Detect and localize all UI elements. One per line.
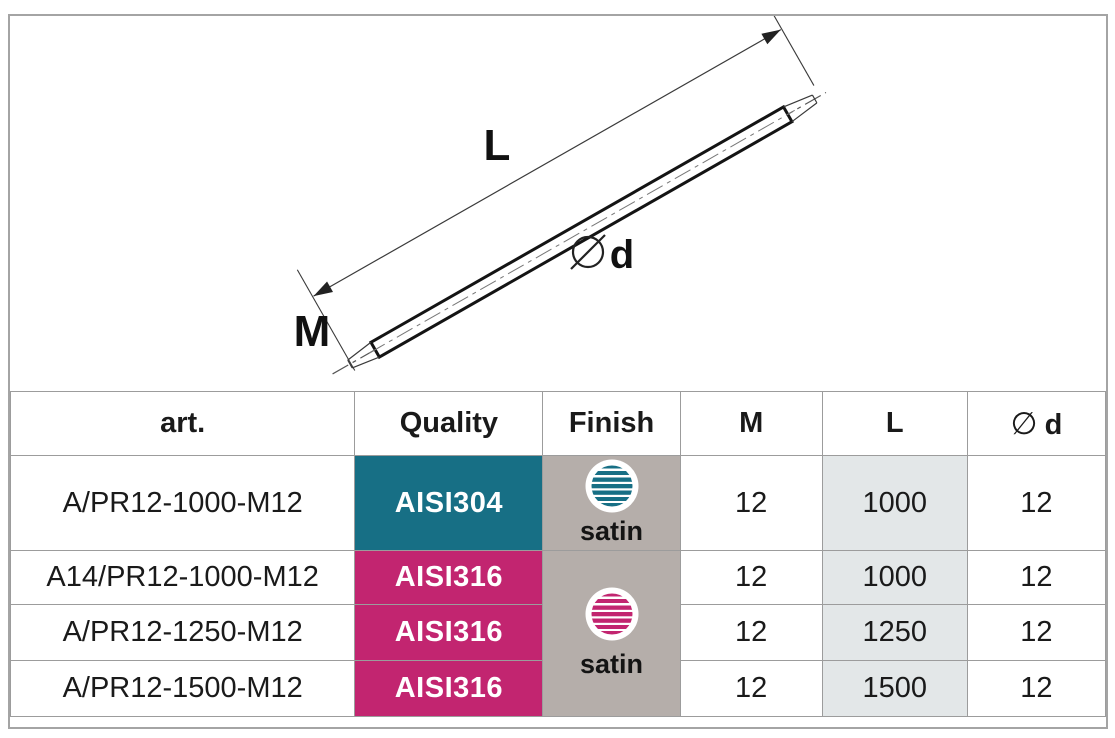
column-header-art: art. [9,391,356,456]
diameter-symbol: ∅ [1010,405,1038,442]
rod-left-tip [347,341,380,369]
arrowhead-left [313,281,334,297]
thread-size-label: M [294,307,331,356]
m-value: 12 [679,550,823,605]
quality-badge: AISI316 [354,660,544,717]
column-header-finish: Finish [542,391,681,456]
length-label: L [484,121,511,170]
column-header-l: L [821,391,968,456]
column-header-d: ∅ d [966,391,1107,456]
satin-label: satin [580,649,644,679]
art-cell: A/PR12-1500-M12 [9,660,356,717]
d-value: 12 [966,550,1107,605]
satin-label: satin [580,516,644,546]
rod-body [368,104,794,360]
column-header-quality: Quality [354,391,544,456]
d-value: 12 [966,604,1107,661]
diameter-symbol-icon [570,234,606,270]
finish-cell: satin [542,455,681,551]
page-frame: L M d art. Quality Finish M L ∅ d A/PR12-… [8,14,1108,729]
rod-right-tip [783,94,818,123]
table-row: A/PR12-1000-M12 AISI304 satin [9,455,1107,551]
arrowhead-right [761,29,781,45]
m-value: 12 [679,604,823,661]
technical-drawing: L M d [10,16,1106,391]
rod [296,16,827,375]
quality-badge: AISI304 [354,455,544,551]
diameter-label: d [610,233,634,277]
d-value: 12 [966,660,1107,717]
art-cell: A14/PR12-1000-M12 [9,550,356,605]
d-value: 12 [966,455,1107,551]
satin-icon [585,459,639,513]
extension-line-left [296,269,356,371]
l-value: 1500 [821,660,968,717]
spec-table: art. Quality Finish M L ∅ d A/PR12-1000-M… [9,391,1107,717]
table-row: A/PR12-1250-M12 AISI316 12 1250 12 [9,604,1107,661]
l-value: 1000 [821,455,968,551]
art-cell: A/PR12-1250-M12 [9,604,356,661]
m-value: 12 [679,455,823,551]
quality-badge: AISI316 [354,550,544,605]
table-row: A/PR12-1500-M12 AISI316 12 1500 12 [9,660,1107,717]
l-value: 1250 [821,604,968,661]
m-value: 12 [679,660,823,717]
table-row: A14/PR12-1000-M12 AISI316 satin [9,550,1107,717]
column-header-m: M [679,391,823,456]
l-value: 1000 [821,550,968,605]
header-row: art. Quality Finish M L ∅ d [9,391,1107,456]
extension-line-right [772,16,815,86]
dimension-line-L [313,29,782,297]
satin-icon [585,587,639,641]
art-cell: A/PR12-1000-M12 [9,455,356,551]
finish-cell-merged: satin [542,550,681,717]
quality-badge: AISI316 [354,604,544,661]
